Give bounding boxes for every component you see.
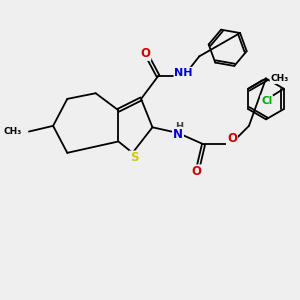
Text: H: H: [176, 122, 184, 132]
Text: CH₃: CH₃: [270, 74, 289, 83]
Text: S: S: [130, 152, 138, 164]
Text: N: N: [173, 128, 183, 141]
Text: Cl: Cl: [261, 96, 272, 106]
Text: NH: NH: [174, 68, 193, 78]
Text: O: O: [227, 132, 237, 145]
Text: O: O: [191, 165, 201, 178]
Text: O: O: [140, 47, 150, 60]
Text: CH₃: CH₃: [4, 127, 22, 136]
